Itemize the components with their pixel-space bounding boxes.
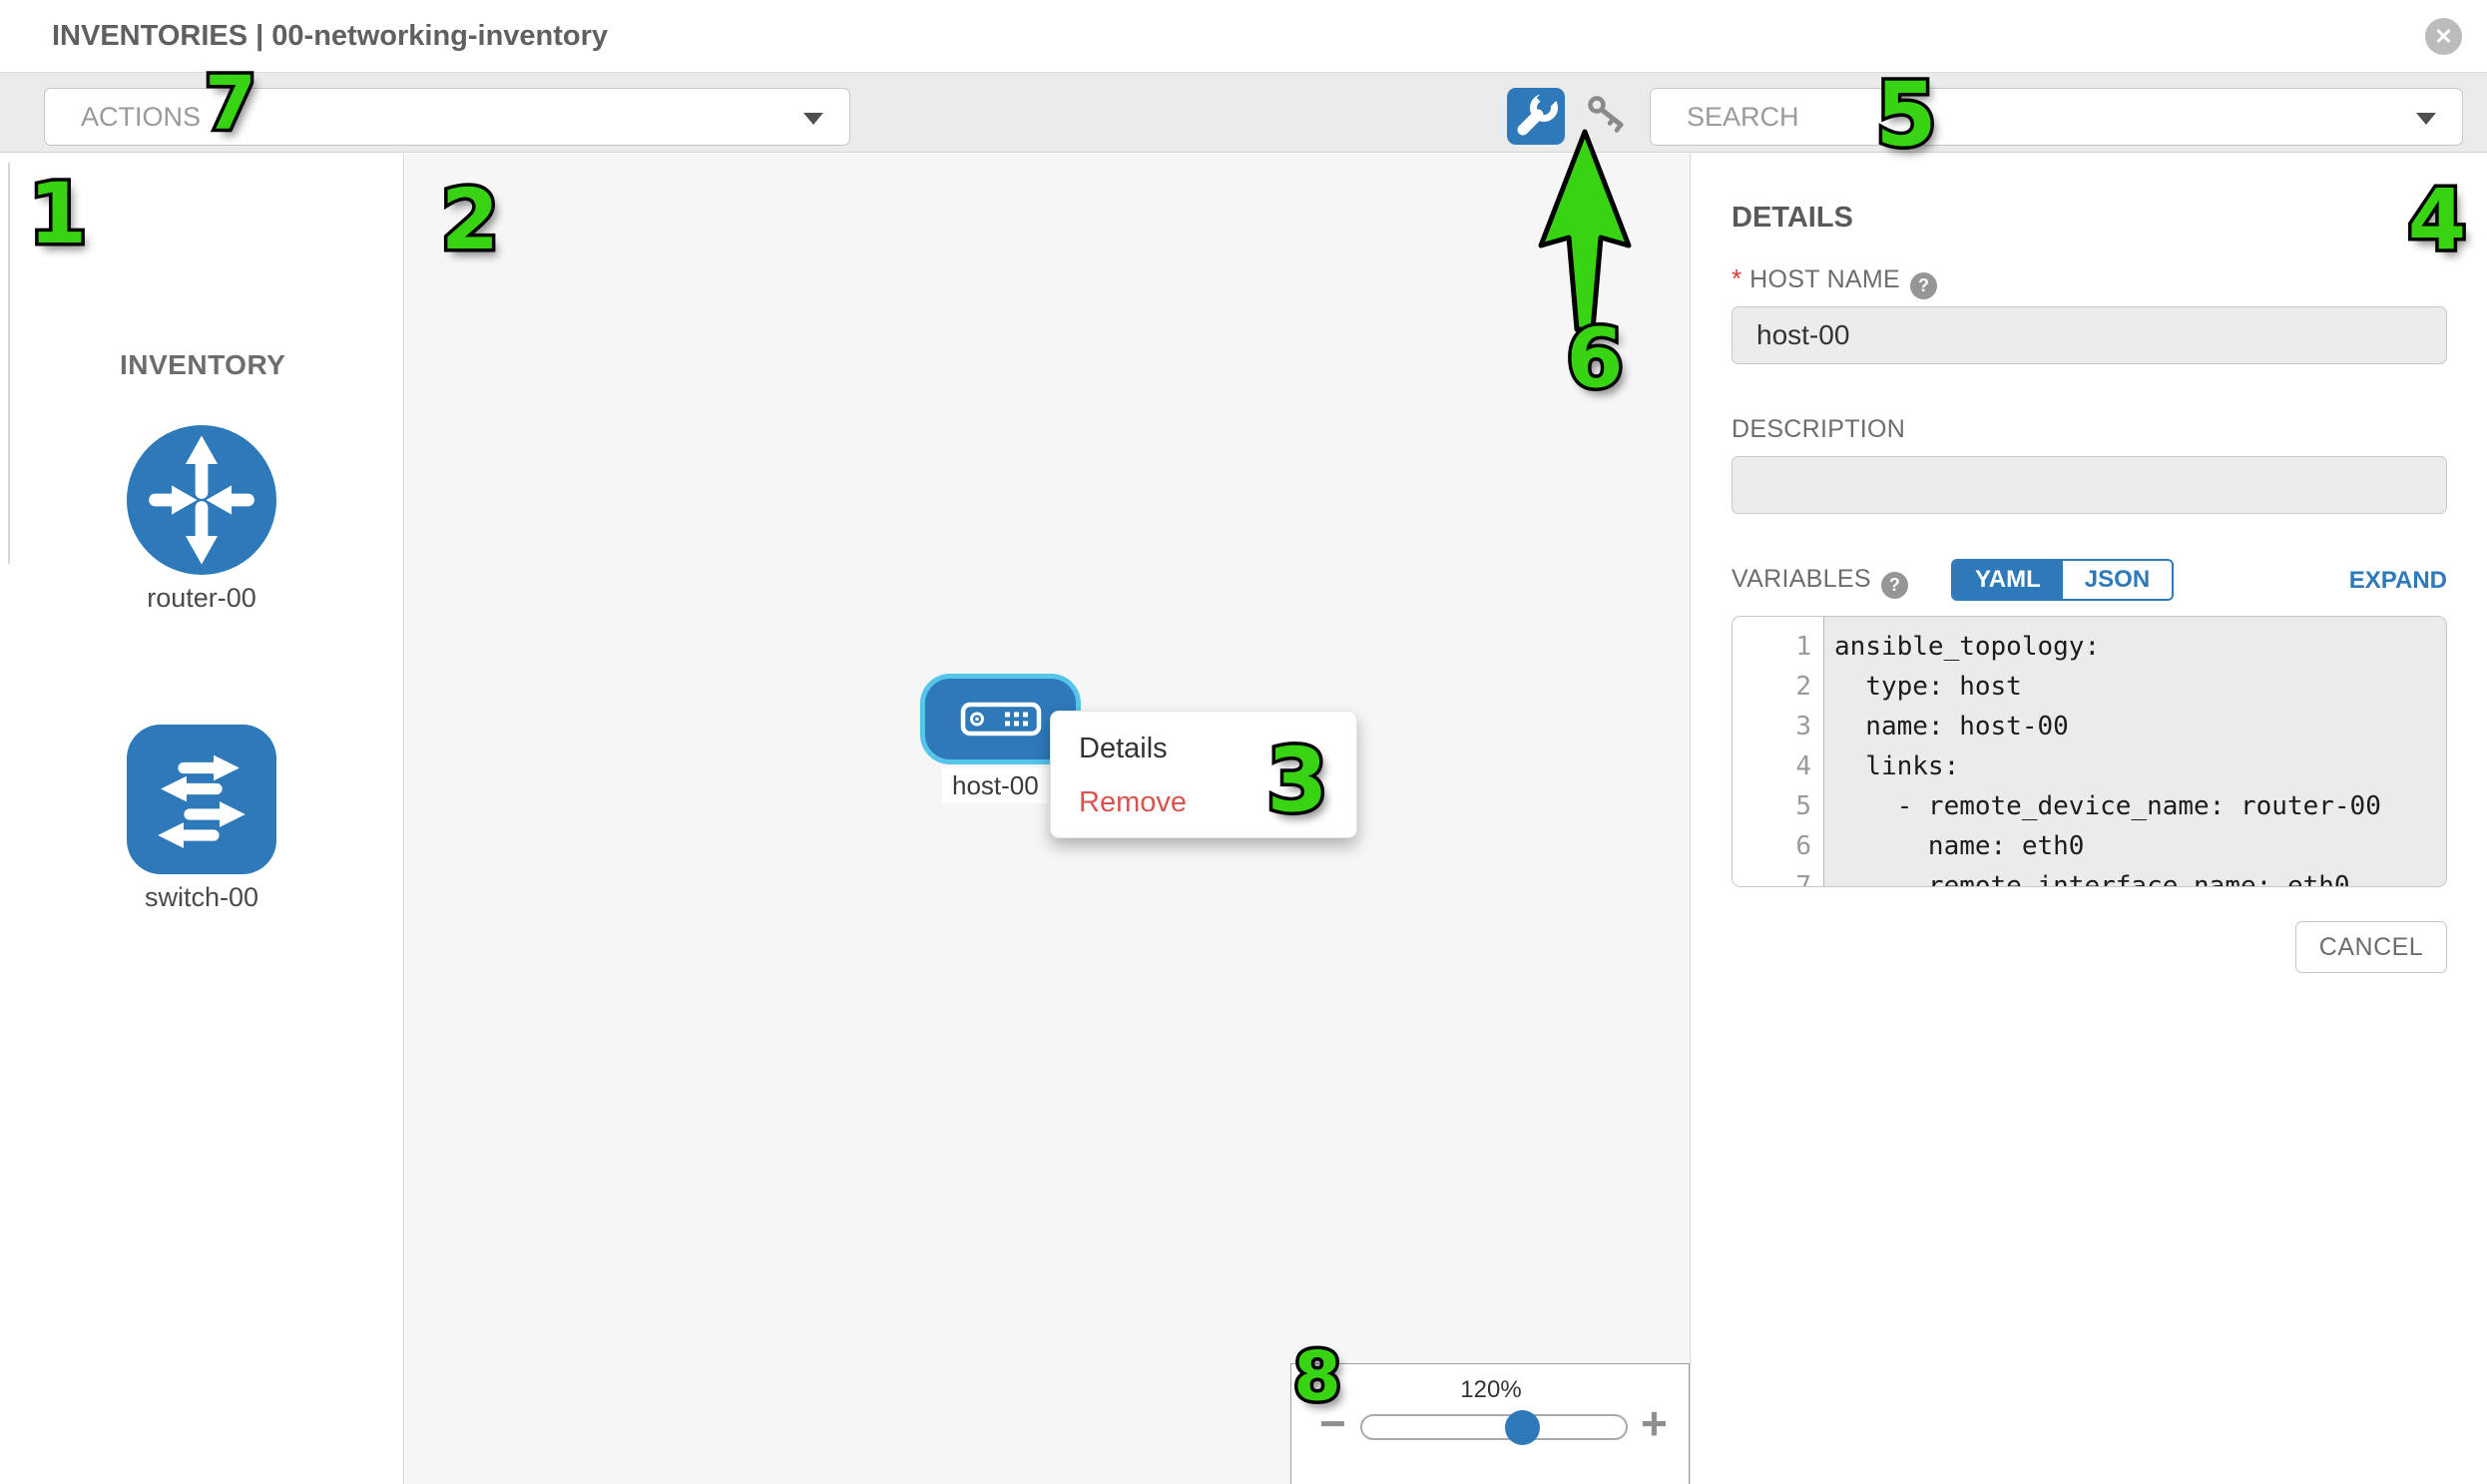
context-menu-remove[interactable]: Remove xyxy=(1079,786,1187,818)
sidebar-item-switch[interactable]: switch-00 xyxy=(127,725,276,912)
zoom-level-value: 120% xyxy=(1460,1376,1522,1403)
line-number: 7 xyxy=(1795,871,1811,887)
expand-link[interactable]: EXPAND xyxy=(2348,567,2447,594)
key-button[interactable] xyxy=(1587,95,1631,137)
key-icon xyxy=(1588,96,1624,133)
variables-label: VARIABLES xyxy=(1732,565,1871,593)
line-number: 2 xyxy=(1795,672,1811,702)
tools-button[interactable] xyxy=(1507,86,1565,145)
toggle-yaml[interactable]: YAML xyxy=(1953,561,2063,599)
host-name-label-row: * HOST NAME? xyxy=(1732,263,1937,299)
sidebar-item-label: switch-00 xyxy=(144,882,259,912)
sidebar-item-router[interactable]: router-00 xyxy=(127,425,276,613)
line-number: 5 xyxy=(1795,791,1811,821)
code-line-numbers: 1 2 3 4 5 6 7 xyxy=(1733,617,1824,886)
search-dropdown[interactable]: SEARCH xyxy=(1650,88,2463,146)
code-lines[interactable]: ansible_topology: type: host name: host-… xyxy=(1825,617,2446,887)
switch-icon xyxy=(127,725,276,874)
close-icon[interactable]: ✕ xyxy=(2425,18,2462,55)
toolbar: ACTIONS SEARCH xyxy=(0,72,2487,153)
sidebar-item-label: router-00 xyxy=(147,583,256,613)
actions-dropdown-label: ACTIONS xyxy=(81,102,202,132)
details-panel-title: DETAILS xyxy=(1732,202,1853,234)
description-label: DESCRIPTION xyxy=(1732,415,1906,443)
context-menu-details[interactable]: Details xyxy=(1079,733,1168,764)
code-line: type: host xyxy=(1834,672,2022,702)
help-icon[interactable]: ? xyxy=(1910,272,1937,299)
topology-canvas[interactable]: host-00 Details Remove 120% − + xyxy=(405,154,1691,1484)
chevron-down-icon xyxy=(803,113,823,125)
zoom-in-button[interactable]: + xyxy=(1641,1397,1668,1449)
search-dropdown-label: SEARCH xyxy=(1687,102,1799,132)
inventory-sidebar: INVENTORY router-00 xyxy=(0,154,404,1484)
line-number: 3 xyxy=(1795,712,1811,742)
sidebar-scroll-track xyxy=(8,163,10,564)
code-line: - remote_device_name: router-00 xyxy=(1834,791,2381,821)
chevron-down-icon xyxy=(2416,113,2436,125)
toggle-json[interactable]: JSON xyxy=(2062,561,2173,599)
line-number: 4 xyxy=(1795,751,1811,781)
code-line: name: eth0 xyxy=(1834,831,2085,861)
zoom-control-panel: 120% − + xyxy=(1290,1363,1690,1484)
line-number: 6 xyxy=(1795,831,1811,861)
code-line: name: host-00 xyxy=(1834,712,2069,742)
host-icon xyxy=(960,702,1042,737)
variables-code-editor[interactable]: 1 2 3 4 5 6 7 ansible_topology: type: host nam… xyxy=(1732,616,2447,887)
line-number: 1 xyxy=(1795,632,1811,662)
zoom-out-button[interactable]: − xyxy=(1319,1397,1346,1449)
variables-format-toggle: YAML JSON xyxy=(1951,559,2175,601)
node-context-menu: Details Remove xyxy=(1050,711,1357,838)
code-line: remote_interface_name: eth0 xyxy=(1834,871,2350,887)
host-name-label: HOST NAME xyxy=(1749,265,1900,293)
description-input[interactable] xyxy=(1732,456,2447,514)
required-asterisk: * xyxy=(1732,263,1742,293)
variables-label-row: VARIABLES? xyxy=(1732,565,1908,599)
zoom-slider-thumb[interactable] xyxy=(1505,1410,1540,1445)
help-icon[interactable]: ? xyxy=(1880,572,1908,599)
cancel-button[interactable]: CANCEL xyxy=(2295,921,2447,973)
code-line: ansible_topology: xyxy=(1834,632,2101,662)
page-header: INVENTORIES | 00-networking-inventory ✕ xyxy=(0,0,2487,72)
router-icon xyxy=(127,425,276,575)
sidebar-title: INVENTORY xyxy=(120,349,286,380)
actions-dropdown[interactable]: ACTIONS xyxy=(44,88,850,146)
code-line: links: xyxy=(1834,751,1960,781)
wrench-icon xyxy=(1517,86,1560,136)
details-panel: DETAILS *HOST NAME? DESCRIPTION VARIABLE… xyxy=(1691,154,2487,1484)
host-node-label: host-00 xyxy=(942,768,1049,803)
zoom-slider[interactable] xyxy=(1360,1410,1628,1445)
page-title: INVENTORIES | 00-networking-inventory xyxy=(52,20,609,52)
host-name-input[interactable] xyxy=(1732,306,2447,364)
